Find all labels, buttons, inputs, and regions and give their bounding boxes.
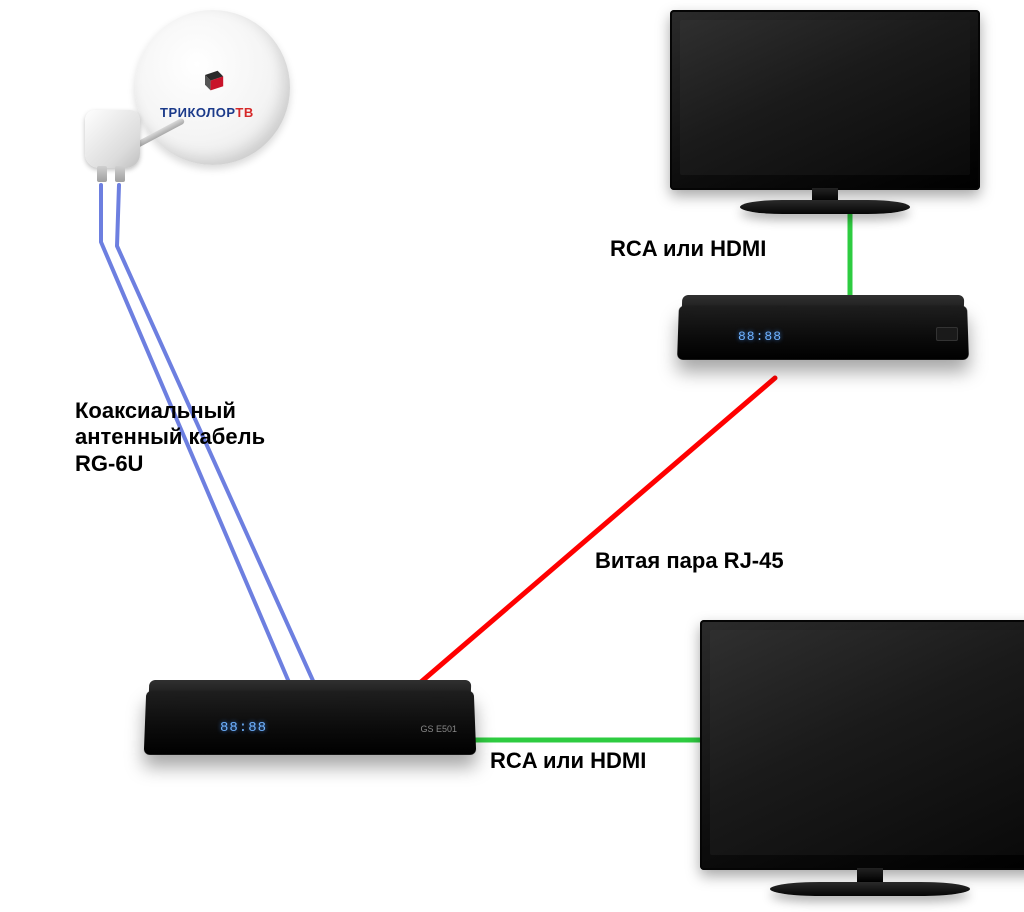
brand-pre: ТРИКОЛОР	[160, 105, 235, 120]
tv-base	[770, 882, 970, 896]
set-top-box-top: 88:88	[678, 295, 968, 380]
tv-neck	[857, 868, 883, 882]
set-top-box-bottom: 88:88 GS E501	[145, 680, 475, 780]
tv-screen	[680, 20, 970, 175]
diagram-canvas: ТРИКОЛОРТВ 88:88 88:88 GS E501 Коаксиаль…	[0, 0, 1024, 912]
tv-top	[670, 10, 980, 220]
tv-bezel	[670, 10, 980, 190]
brand-suf: ТВ	[235, 105, 253, 120]
label-rj45: Витая пара RJ-45	[595, 548, 784, 574]
dish-brand-label: ТРИКОЛОРТВ	[160, 105, 254, 120]
satellite-dish: ТРИКОЛОРТВ	[90, 10, 290, 230]
stb-body	[144, 691, 477, 755]
stb-usb-port	[936, 327, 958, 341]
tv-screen	[710, 630, 1024, 855]
stb-display: 88:88	[738, 329, 782, 344]
label-rca-hdmi-bottom: RCA или HDMI	[490, 748, 646, 774]
tv-base	[740, 200, 910, 214]
stb-model-label: GS E501	[420, 724, 457, 734]
tv-bottom	[700, 620, 1024, 910]
label-rca-hdmi-top: RCA или HDMI	[610, 236, 766, 262]
dish-lnb	[85, 110, 140, 168]
label-coax: Коаксиальный антенный кабель RG-6U	[75, 398, 265, 477]
stb-body	[677, 305, 969, 359]
tricolor-logo-icon	[198, 68, 226, 96]
stb-display: 88:88	[220, 720, 267, 736]
tv-bezel	[700, 620, 1024, 870]
